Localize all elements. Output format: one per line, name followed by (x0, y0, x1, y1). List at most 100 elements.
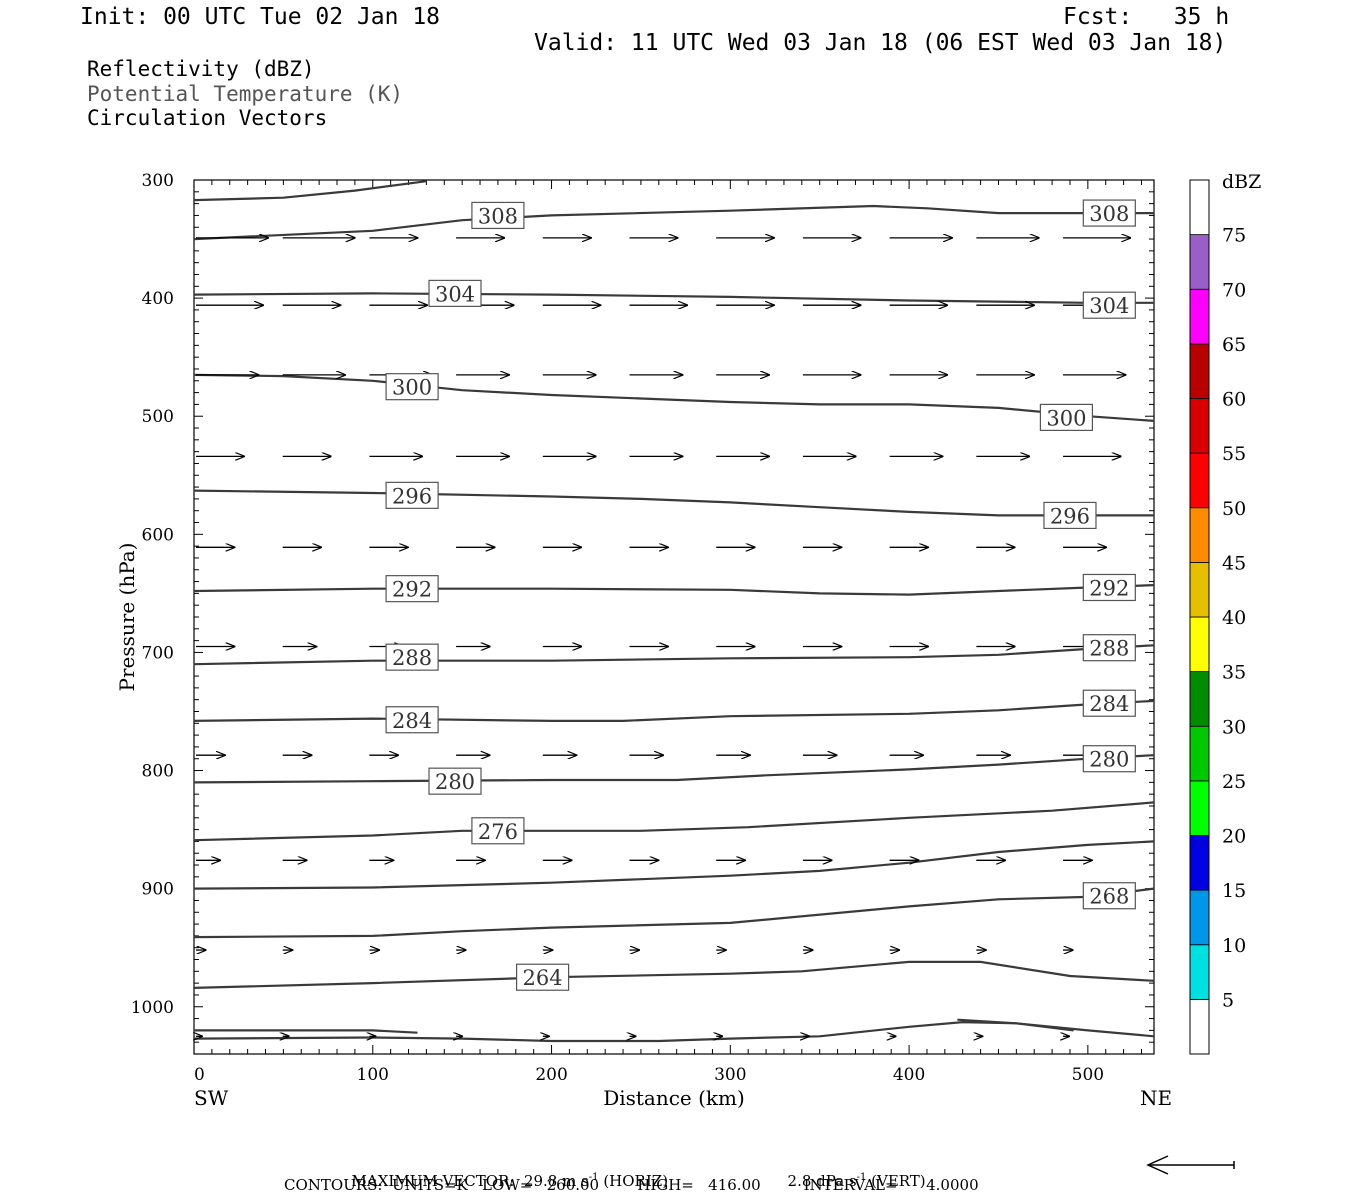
svg-text:296: 296 (392, 484, 432, 508)
vert-exponent: -1 (856, 1172, 867, 1183)
colorbar-segment (1189, 671, 1210, 727)
max-vector-line: MAXIMUM VECTOR: 29.8 m s-1 (HORIZ) (342, 1158, 669, 1190)
ne-endpoint-label: NE (1140, 1086, 1172, 1110)
plot-frame (193, 179, 1155, 1055)
colorbar-label: 5 (1222, 989, 1234, 1011)
colorbar-segment (1189, 398, 1210, 454)
colorbar-label: 65 (1222, 334, 1246, 356)
vert-max-value: 2.8 dPa s (787, 1172, 857, 1190)
init-time: Init: 00 UTC Tue 02 Jan 18 (80, 4, 441, 30)
field-circulation-vectors: Circulation Vectors (87, 106, 328, 130)
colorbar-frame (1189, 179, 1210, 1055)
svg-text:300: 300 (1046, 406, 1086, 430)
horiz-suffix: (HORIZ) (603, 1172, 669, 1190)
svg-text:304: 304 (435, 282, 475, 306)
svg-text:304: 304 (1089, 294, 1129, 318)
y-tick-label: 300 (142, 171, 174, 191)
contour-label: 284 (385, 706, 439, 734)
colorbar-segment (1189, 616, 1210, 673)
contours-info: CONTOURS: UNITS=K LOW= 260.00 HIGH= 416.… (284, 1176, 979, 1194)
svg-text:288: 288 (1089, 637, 1129, 661)
y-tick-label: 800 (142, 762, 174, 782)
theta-contour (193, 373, 1155, 422)
colorbar-segment (1189, 835, 1210, 891)
field-reflectivity: Reflectivity (dBZ) (87, 57, 315, 81)
colorbar-label: 45 (1222, 552, 1246, 574)
colorbar-label: 55 (1222, 443, 1246, 465)
contour-label: 308 (1082, 199, 1136, 227)
svg-text:300: 300 (392, 376, 432, 400)
colorbar-label: 70 (1222, 279, 1246, 301)
theta-contour (193, 180, 427, 202)
contour-label: 288 (385, 643, 439, 671)
x-tick-label: 100 (357, 1065, 389, 1085)
svg-text:268: 268 (1089, 885, 1129, 909)
field-potential-temperature: Potential Temperature (K) (87, 82, 404, 106)
x-axis-title: Distance (km) (603, 1086, 745, 1110)
colorbar-segment (1189, 288, 1210, 345)
contour-label: 280 (428, 767, 482, 795)
contour-label: 296 (385, 481, 439, 509)
contour-label: 280 (1082, 745, 1136, 773)
contour-label: 296 (1043, 501, 1097, 530)
contour-label: 300 (385, 373, 439, 401)
x-tick-label: 200 (535, 1065, 567, 1085)
y-tick-label: 400 (142, 289, 174, 309)
colorbar-label: 75 (1222, 225, 1246, 247)
colorbar-segment (1189, 179, 1210, 236)
contour-label: 284 (1082, 689, 1136, 717)
colorbar-segment (1189, 234, 1210, 290)
svg-text:296: 296 (1050, 504, 1090, 528)
contour-label: 288 (1082, 634, 1136, 662)
colorbar-segment (1189, 452, 1210, 509)
contour-label: 300 (1039, 403, 1094, 431)
x-tick-label: 300 (714, 1065, 746, 1085)
tick-labels: 0 100 200 300 400 500 300 400 500 600 700 800 900 100… (131, 171, 1104, 1085)
theta-contour (193, 801, 1155, 842)
reference-vector-arrow-icon (1146, 1155, 1235, 1175)
colorbar-segment (1189, 343, 1210, 399)
vert-max-line: 2.8 dPa s-1 (VERT) (778, 1158, 926, 1189)
x-tick-label: 0 (194, 1065, 205, 1085)
colorbar-segment (1189, 889, 1210, 946)
y-tick-label: 900 (142, 880, 174, 900)
x-tick-label: 400 (893, 1065, 925, 1085)
forecast-hour: Fcst: 35 h (1063, 4, 1230, 30)
colorbar-label: 30 (1222, 716, 1246, 738)
svg-text:288: 288 (392, 646, 432, 670)
svg-text:280: 280 (435, 770, 475, 794)
colorbar-label: 10 (1222, 935, 1246, 957)
colorbar-label: 40 (1222, 607, 1246, 629)
contour-label: 308 (471, 201, 525, 230)
contour-label: 304 (1082, 291, 1136, 319)
y-tick-label: 600 (142, 525, 174, 545)
contour-label: 304 (428, 279, 482, 307)
y-axis-title: Pressure (hPa) (115, 543, 139, 692)
theta-contour (194, 1029, 418, 1034)
theta-contour (957, 1018, 1074, 1032)
dbz-colorbar: 5 10 15 20 25 30 35 40 45 50 55 60 65 70 75 (1189, 179, 1246, 1055)
y-tick-label: 700 (142, 643, 174, 663)
x-tick-label: 500 (1072, 1065, 1104, 1085)
colorbar-segment (1189, 998, 1210, 1055)
colorbar-label: 50 (1222, 498, 1246, 520)
contour-label: 292 (385, 575, 439, 603)
contour-label: 268 (1082, 882, 1136, 910)
theta-contour (193, 204, 1154, 241)
colorbar-unit: dBZ (1222, 171, 1261, 193)
contour-label: 276 (471, 817, 525, 845)
svg-text:284: 284 (392, 709, 432, 733)
max-vector-label: MAXIMUM VECTOR: (351, 1172, 515, 1190)
colorbar-segment (1189, 507, 1210, 563)
svg-text:276: 276 (478, 820, 518, 844)
svg-text:264: 264 (523, 966, 563, 990)
theta-contour (193, 960, 1155, 989)
colorbar-label: 35 (1222, 662, 1246, 684)
valid-time: Valid: 11 UTC Wed 03 Jan 18 (06 EST Wed … (534, 30, 1227, 56)
svg-text:292: 292 (392, 578, 432, 602)
svg-text:280: 280 (1089, 748, 1129, 772)
colorbar-segment (1189, 944, 1210, 1000)
horiz-exponent: -1 (588, 1172, 599, 1183)
theta-contour (193, 887, 1155, 939)
